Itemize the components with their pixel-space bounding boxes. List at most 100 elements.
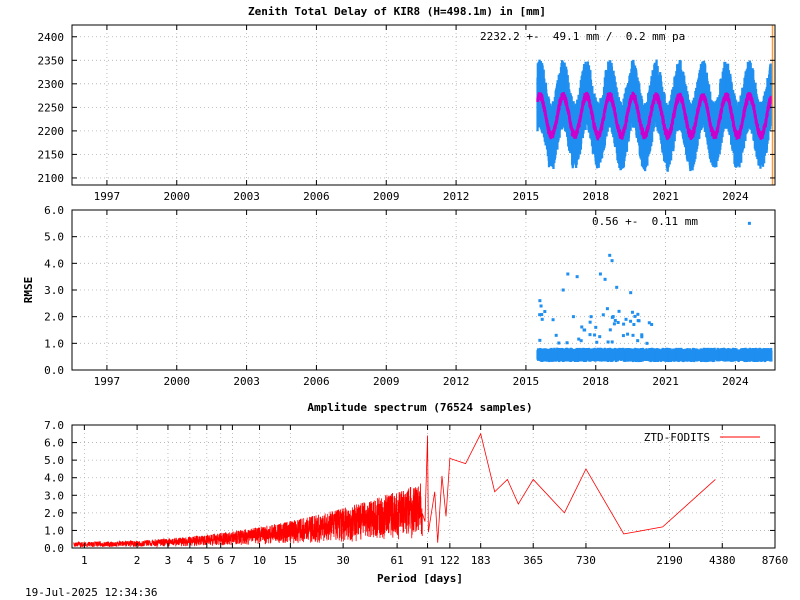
ztd-model-point [568,119,572,124]
rmse-x-tick-label: 2012 [443,375,470,388]
rmse-x-tick-label: 2015 [513,375,540,388]
ztd-model-point [544,110,547,114]
ztd-model-point [673,113,676,118]
rmse-y-tick-label: 4.0 [44,257,64,270]
ztd-model-point [628,102,632,106]
spectrum-x-tick-label: 2190 [656,554,683,567]
spectrum-x-tick-label: 2 [134,554,141,567]
ztd-model-point [721,102,725,106]
rmse-point [557,341,561,345]
ztd-model-point [671,117,675,122]
spectrum-x-tick-label: 183 [471,554,491,567]
rmse-outlier-point [561,288,565,292]
rmse-outlier-point [566,272,570,276]
rmse-outlier-point [540,317,544,321]
ztd-model-point [770,95,773,100]
legend-label-ztd-fodits: ZTD-FODITS [644,431,710,444]
ztd-model-point [599,131,602,135]
ztd-x-tick-label: 2003 [233,190,260,203]
ztd-model-point [588,99,591,104]
ztd-model-point [756,123,760,128]
ztd-model-point [602,115,606,119]
spectrum-x-tick-label: 4380 [709,554,736,567]
ztd-model-point [729,107,733,111]
ztd-model-point [568,115,571,119]
ztd-model-point [589,107,593,112]
ztd-model-point [769,99,772,104]
rmse-x-tick-label: 2021 [652,375,679,388]
ztd-model-point [714,135,718,139]
rmse-point [571,315,575,319]
rmse-outlier-point [594,325,598,329]
rmse-outlier-point [624,317,628,321]
ztd-model-point [719,113,722,117]
ztd-model-point [544,112,547,116]
rmse-point [629,319,633,323]
ztd-model-point [707,113,710,117]
ztd-model-point [765,118,768,122]
ztd-model-point [602,117,605,121]
ztd-x-tick-label: 2009 [373,190,400,203]
rmse-x-tick-label: 2006 [303,375,330,388]
spectrum-x-tick-label: 61 [390,554,403,567]
ztd-model-point [651,107,654,112]
spectrum-x-tick-label: 8760 [762,554,789,567]
ztd-model-point [676,98,680,103]
spectrum-y-tick-label: 7.0 [44,419,64,432]
ztd-x-tick-label: 2012 [443,190,470,203]
rmse-point [621,334,625,338]
ztd-model-point [658,101,662,105]
ztd-model-point [636,104,639,109]
ztd-model-point [698,102,702,107]
ztd-model-point [558,106,561,111]
ztd-model-point [603,108,607,113]
rmse-point [598,335,602,339]
rmse-panel: 1997 2000 2003 2006 2009 2012 2015 2018 2021 2024… [22,204,776,388]
ztd-model-point [659,104,662,108]
ztd-model-point [632,93,636,98]
spectrum-x-tick-label: 1 [81,554,88,567]
ztd-model-point [662,119,665,123]
ztd-model-point [764,123,767,128]
rmse-outlier-point [636,339,640,343]
rmse-point [608,328,612,332]
ztd-model-point [612,101,615,106]
rmse-x-tick-label: 1997 [94,375,121,388]
rmse-point [588,320,592,324]
ztd-model-point [744,104,748,109]
ztd-model-point [730,109,733,114]
ztd-y-tick-label: 2300 [38,78,65,91]
ztd-x-tick-label: 1997 [94,190,121,203]
spectrum-x-axis-label: Period [days] [377,572,463,585]
ztd-x-tick-label: 2021 [652,190,679,203]
rmse-plot-frame [71,209,776,371]
ztd-model-point [731,113,734,118]
rmse-x-tick-label: 2009 [373,375,400,388]
ztd-model-point [697,107,700,111]
ztd-x-tick-label: 2018 [583,190,610,203]
ztd-model-point [610,97,614,101]
ztd-model-point [738,133,741,138]
rmse-point [593,333,597,337]
ztd-model-point [546,124,550,128]
ztd-model-point [728,101,731,106]
ztd-model-point [761,135,764,139]
ztd-model-point [742,115,745,120]
spectrum-x-tick-label: 5 [203,554,210,567]
ztd-model-point [766,112,769,117]
rmse-outlier-point [645,341,649,345]
ztd-model-point [639,120,642,125]
rmse-outlier-point [589,315,593,319]
rmse-y-tick-label: 0.0 [44,364,64,377]
ztd-model-point [670,125,674,129]
ztd-model-point [587,95,591,100]
rmse-outlier-point [631,333,635,337]
spectrum-x-tick-label: 6 [217,554,224,567]
ztd-model-point [551,134,555,139]
spectrum-x-tick-label: 4 [187,554,194,567]
rmse-point [601,313,605,317]
ztd-model-point [634,94,637,99]
ztd-model-point [547,127,551,132]
spectrum-plot-frame [71,424,776,549]
ztd-model-point [625,118,629,123]
